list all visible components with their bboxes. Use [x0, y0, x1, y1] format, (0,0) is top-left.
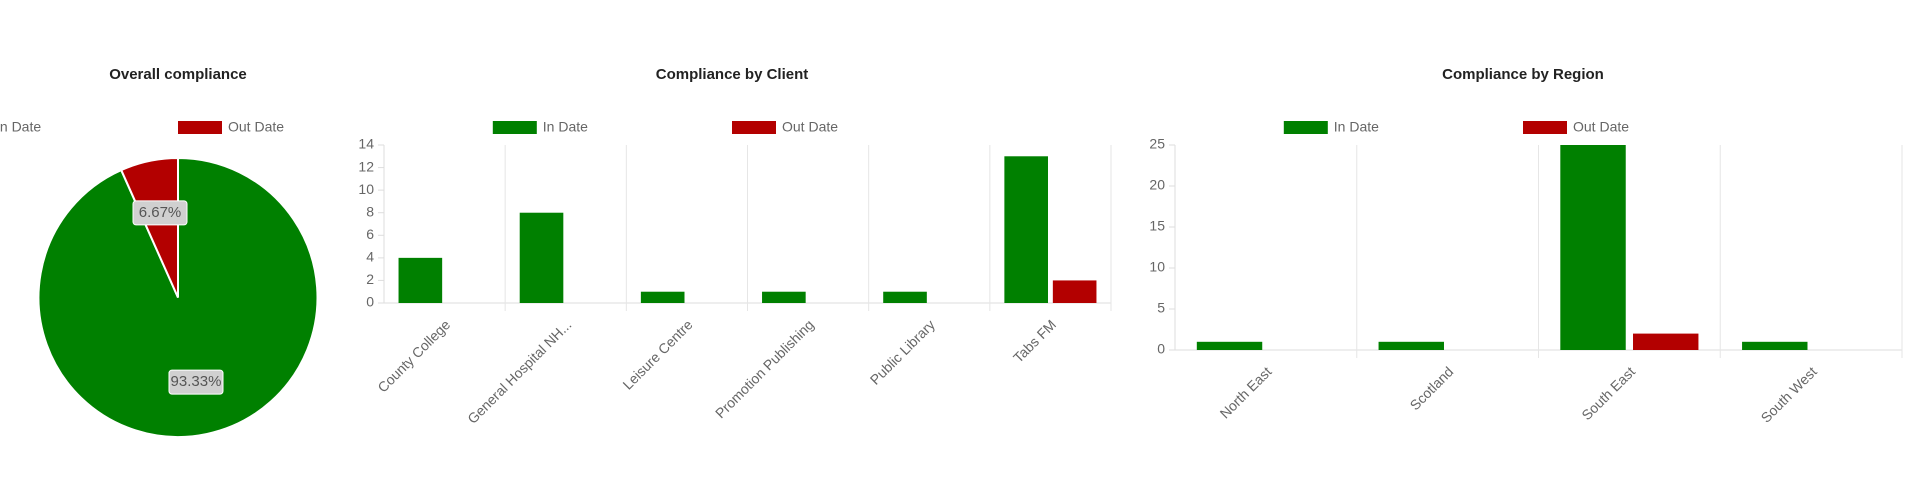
bar	[883, 291, 927, 303]
y-tick-label: 10	[1149, 259, 1165, 275]
y-tick-label: 10	[358, 181, 374, 197]
chart-title: Compliance by Region	[1442, 66, 1604, 83]
legend-label: In Date	[1334, 119, 1379, 135]
y-tick-label: 25	[1149, 136, 1165, 152]
bar	[519, 212, 564, 303]
legend-swatch	[178, 121, 222, 134]
legend-swatch	[732, 121, 776, 134]
y-tick-label: 6	[366, 226, 374, 242]
pie-slice	[119, 156, 179, 298]
legend-label: In Date	[0, 119, 41, 135]
legend-label: Out Date	[1573, 119, 1629, 135]
x-tick-label: County College	[374, 316, 453, 395]
x-tick-label: Public Library	[867, 316, 938, 387]
bar	[398, 257, 443, 303]
bar	[1633, 333, 1699, 350]
bar	[1004, 156, 1048, 303]
x-tick-label: South East	[1578, 363, 1638, 423]
x-tick-label: North East	[1217, 363, 1275, 421]
chart-title: Overall compliance	[109, 66, 247, 83]
x-tick-label: South West	[1758, 363, 1820, 425]
y-tick-label: 12	[358, 158, 374, 174]
y-tick-label: 15	[1149, 218, 1165, 234]
legend-swatch	[1523, 121, 1567, 134]
legend-swatch	[492, 121, 537, 134]
data-label: 6.67%	[139, 204, 182, 221]
bar	[762, 291, 806, 303]
bar	[1378, 341, 1444, 350]
legend-swatch	[1283, 121, 1328, 134]
label-box	[132, 200, 188, 226]
data-label: 93.33%	[171, 373, 222, 390]
bar	[1560, 145, 1626, 350]
legend-label: Out Date	[782, 119, 838, 135]
y-tick-label: 0	[366, 294, 374, 310]
y-tick-label: 14	[358, 136, 374, 152]
bar	[1052, 280, 1097, 303]
x-tick-label: Leisure Centre	[619, 316, 695, 392]
chart-title: Compliance by Client	[656, 66, 809, 83]
y-tick-label: 4	[366, 249, 374, 265]
x-tick-label: Scotland	[1407, 363, 1457, 413]
x-tick-label: Tabs FM	[1010, 316, 1059, 365]
y-tick-label: 0	[1157, 341, 1165, 357]
legend-label: In Date	[543, 119, 588, 135]
bar	[640, 291, 685, 303]
y-tick-label: 5	[1157, 300, 1165, 316]
bar	[1196, 341, 1263, 350]
x-tick-label: General Hospital NH...	[464, 316, 574, 426]
bar	[1742, 341, 1808, 350]
x-tick-label: Promotion Publishing	[712, 316, 817, 421]
y-tick-label: 2	[366, 271, 374, 287]
label-box	[168, 369, 224, 395]
y-tick-label: 20	[1149, 177, 1165, 193]
legend-label: Out Date	[228, 119, 284, 135]
y-tick-label: 8	[366, 203, 374, 219]
